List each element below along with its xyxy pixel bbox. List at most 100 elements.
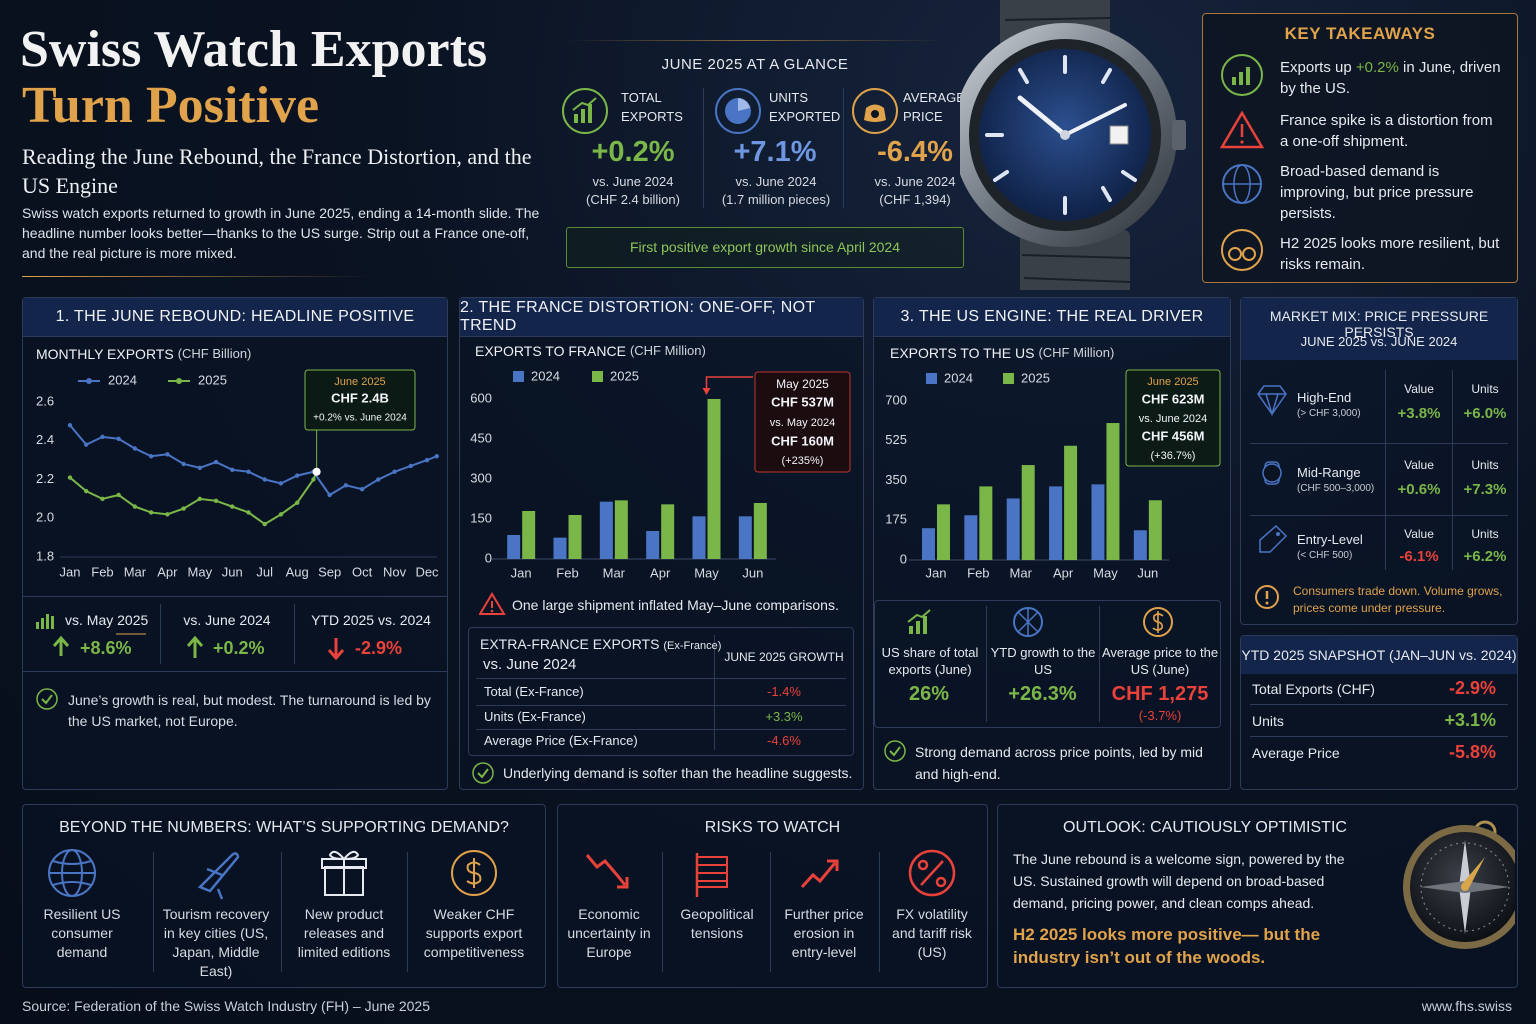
column-label: Units — [1471, 382, 1499, 396]
data-point — [213, 459, 219, 465]
icon-shape — [1462, 857, 1485, 890]
data-point — [246, 510, 251, 515]
outlook-text: The June rebound is a welcome sign, powe… — [1013, 851, 1345, 911]
divider — [770, 852, 771, 972]
stat-value: CHF 1,275 — [1111, 683, 1209, 705]
icon-shape — [935, 876, 947, 888]
panel — [22, 804, 546, 988]
icon-shape — [1172, 120, 1186, 150]
icon-shape — [588, 104, 592, 123]
callout-text: May 2025 — [776, 377, 829, 391]
kpi-value: -6.4% — [877, 136, 953, 168]
icon-shape — [1259, 524, 1288, 553]
info-icon — [1255, 585, 1279, 609]
line-chart: MONTHLY EXPORTS (CHF Billion) 1.8 2.0 2.2 2.4… — [36, 346, 439, 580]
highlight-point — [312, 467, 321, 476]
data-point — [327, 492, 332, 498]
x-tick-label: Jan — [60, 564, 81, 579]
item: Economic uncertainty in Europe — [567, 906, 651, 960]
y-tick-label: 150 — [470, 510, 492, 525]
divider — [1099, 606, 1100, 722]
warning-icon — [479, 592, 506, 615]
divider — [294, 604, 295, 664]
risk-icons — [585, 849, 956, 897]
icon-shape — [907, 609, 931, 623]
takeaway: France spike is a distortion from a one-… — [1280, 112, 1493, 150]
divider — [407, 852, 408, 972]
icon-shape — [472, 762, 494, 784]
arrow-down — [327, 638, 345, 660]
divider — [662, 852, 663, 972]
x-tick-label: Jun — [1137, 565, 1158, 580]
callout-box — [1125, 369, 1221, 467]
y-tick-label: 350 — [885, 472, 907, 487]
legend-label: 2025 — [610, 368, 639, 383]
icon-shape — [923, 616, 927, 634]
data-point — [294, 500, 300, 505]
panel-title: BEYOND THE NUMBERS: WHAT’S SUPPORTING DE… — [59, 819, 509, 836]
icon-shape — [1255, 585, 1279, 609]
column-label: Units — [1471, 458, 1499, 472]
icon-shape — [41, 694, 53, 705]
callout-text: CHF 537M — [771, 394, 834, 409]
icon-shape — [1101, 186, 1112, 202]
divider — [714, 635, 715, 750]
icon-shape — [715, 88, 761, 134]
icon-shape — [617, 877, 629, 889]
icon-shape — [327, 638, 345, 660]
divider — [1250, 515, 1508, 516]
data-point — [148, 510, 154, 515]
icon-shape — [1023, 277, 1131, 283]
icon-shape — [585, 854, 627, 886]
y-tick-label: 300 — [470, 470, 492, 485]
item: Weaker CHF supports export competitivene… — [423, 906, 525, 960]
x-tick-label: Apr — [1053, 565, 1074, 580]
data-point — [84, 442, 89, 447]
segment-icons — [1257, 385, 1288, 553]
segment-units: +6.2% — [1463, 548, 1507, 565]
table-subtitle: vs. June 2024 — [483, 656, 577, 673]
stat-label: vs. May 2025 — [65, 612, 149, 628]
callout-text: June 2025 — [1147, 376, 1198, 388]
table-header: JUNE 2025 GROWTH — [724, 650, 844, 664]
icon-shape — [1121, 170, 1137, 182]
icon-shape — [562, 88, 608, 134]
x-tick-label: Aug — [286, 564, 309, 579]
banner: First positive export growth since April… — [566, 227, 964, 268]
icon-shape — [46, 614, 49, 629]
kpi-value: +7.1% — [733, 136, 817, 168]
divider — [1250, 704, 1508, 705]
kpi-detail: (CHF 1,394) — [879, 192, 951, 207]
panel-title: RISKS TO WATCH — [704, 819, 841, 836]
kpi-detail: (CHF 2.4 billion) — [586, 192, 680, 207]
data-point — [165, 452, 170, 457]
stat-label: US share of total exports (June) — [881, 645, 979, 677]
bar — [1148, 500, 1162, 560]
divider — [1385, 370, 1386, 570]
table-cell: -4.6% — [767, 733, 801, 748]
data-point — [213, 498, 219, 504]
icon-shape — [328, 850, 360, 861]
icon-shape — [1219, 110, 1265, 149]
stat-value: +8.6% — [80, 638, 132, 658]
legend-label: 2025 — [1021, 370, 1050, 385]
data-point — [132, 504, 138, 509]
kpi-label: TOTAL EXPORTS — [621, 90, 683, 124]
y-tick-label: 450 — [470, 430, 492, 445]
icon-shape — [884, 740, 906, 762]
panel-title: 1. THE JUNE REBOUND: HEADLINE POSITIVE — [23, 298, 447, 337]
panel-title: OUTLOOK: CAUTIOUSLY OPTIMISTIC — [1063, 819, 1347, 836]
data-point — [376, 477, 381, 482]
bar — [614, 500, 628, 559]
data-point — [392, 469, 397, 474]
stat-label: Average price to the US (June) — [1101, 645, 1219, 677]
chart-title: MONTHLY EXPORTS (CHF Billion) — [36, 346, 251, 362]
callout-box — [304, 369, 416, 431]
bar — [1021, 465, 1035, 560]
bar — [1049, 486, 1063, 560]
icon-shape — [490, 609, 494, 613]
divider — [1250, 443, 1508, 444]
compass-illustration — [1403, 820, 1515, 949]
icon-shape — [1101, 68, 1112, 84]
panel-subtitle: JUNE 2025 vs. JUNE 2024 — [1300, 334, 1458, 349]
